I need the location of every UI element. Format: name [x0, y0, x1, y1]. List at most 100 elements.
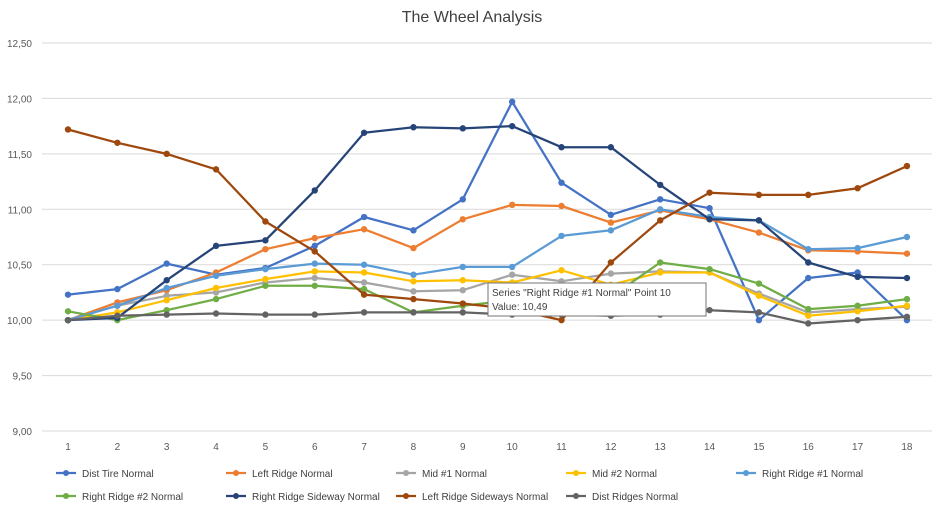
x-tick-label: 15: [753, 442, 765, 453]
data-point: [558, 316, 565, 324]
series-line: [66, 269, 909, 322]
data-point: [706, 265, 713, 273]
data-point: [854, 269, 861, 276]
legend-item: Right Ridge #2 Normal: [56, 492, 183, 503]
data-point: [508, 98, 516, 105]
data-point: [262, 237, 269, 244]
x-tick-label: 13: [655, 442, 667, 453]
data-point: [706, 204, 713, 212]
y-tick-label: 12,00: [7, 94, 32, 105]
legend-label: Left Ridge Sideways Normal: [422, 492, 548, 503]
x-axis-tick-labels: 1 2 3 4 5 6 7 8 9 10 11 12 13 14 15 16 17 18: [65, 442, 913, 453]
data-point: [311, 311, 318, 318]
x-tick-label: 8: [411, 442, 417, 453]
data-point: [64, 316, 72, 324]
data-point: [410, 295, 417, 303]
data-point: [410, 244, 417, 252]
data-point: [163, 150, 170, 158]
data-point: [558, 232, 565, 240]
data-point: [262, 265, 269, 273]
data-point: [459, 196, 466, 203]
x-tick-label: 6: [312, 442, 318, 453]
legend-label: Dist Tire Normal: [82, 469, 154, 480]
data-point: [903, 233, 911, 241]
legend-item: Left Ridge Sideways Normal: [396, 492, 548, 503]
data-point: [903, 313, 911, 321]
x-tick-label: 16: [803, 442, 815, 453]
x-tick-label: 10: [507, 442, 519, 453]
data-point: [657, 259, 664, 266]
data-point: [410, 227, 417, 234]
data-tooltip: Series "Right Ridge #1 Normal" Point 10 …: [487, 282, 707, 317]
data-point: [311, 248, 318, 255]
series-line: [66, 203, 909, 322]
data-point: [854, 273, 861, 281]
data-point: [755, 217, 763, 224]
data-point: [903, 274, 911, 282]
data-point: [854, 185, 861, 192]
data-point: [410, 278, 417, 285]
series-4: [64, 267, 911, 324]
legend-item: Mid #2 Normal: [566, 469, 657, 480]
data-point: [360, 285, 368, 293]
data-point: [805, 305, 812, 313]
y-tick-label: 12,50: [7, 39, 32, 50]
y-tick-label: 9,00: [13, 427, 33, 438]
data-point: [410, 288, 417, 295]
data-point: [805, 274, 812, 282]
data-point: [854, 244, 861, 252]
data-point: [607, 259, 615, 266]
data-point: [657, 181, 664, 189]
data-point: [508, 122, 516, 130]
data-point: [114, 312, 121, 319]
data-point: [212, 242, 220, 250]
data-point: [903, 302, 911, 309]
data-point: [903, 162, 911, 170]
legend-label: Right Ridge Sideway Normal: [252, 492, 380, 503]
data-point: [805, 191, 812, 199]
data-point: [262, 245, 269, 253]
legend-label: Left Ridge Normal: [252, 469, 333, 480]
data-point: [360, 291, 368, 298]
x-tick-label: 5: [263, 442, 269, 453]
data-point: [755, 292, 763, 299]
tooltip-series-text: Series "Right Ridge #1 Normal" Point 10: [492, 288, 671, 299]
data-point: [311, 260, 318, 267]
series-line: [66, 100, 909, 322]
data-point: [607, 270, 615, 277]
data-point: [212, 289, 220, 296]
data-point: [114, 302, 121, 309]
series-line: [66, 208, 909, 322]
data-point: [805, 320, 812, 327]
x-tick-label: 4: [213, 442, 219, 453]
data-point: [212, 272, 220, 279]
data-point: [805, 245, 812, 253]
data-point: [163, 284, 170, 292]
legend-marker: [63, 493, 69, 499]
legend-label: Dist Ridges Normal: [592, 492, 678, 503]
data-point: [854, 316, 861, 324]
data-point: [459, 287, 466, 294]
data-point: [114, 285, 121, 293]
legend: Dist Tire Normal Left Ridge Normal Mid #1 …: [56, 469, 863, 503]
data-point: [805, 312, 812, 319]
data-point: [854, 302, 861, 309]
data-point: [311, 268, 318, 275]
data-point: [706, 306, 713, 314]
data-point: [459, 216, 466, 223]
data-point: [755, 316, 763, 324]
data-point: [262, 282, 269, 289]
legend-marker: [403, 470, 409, 476]
data-point: [311, 242, 318, 250]
data-point: [558, 144, 565, 151]
data-point: [212, 284, 220, 292]
legend-marker: [573, 493, 579, 499]
data-point: [311, 234, 318, 242]
data-point: [459, 277, 466, 284]
legend-marker: [573, 470, 579, 476]
legend-item: Dist Ridges Normal: [566, 492, 678, 503]
legend-item: Left Ridge Normal: [226, 469, 333, 480]
tooltip-box: [487, 282, 707, 317]
